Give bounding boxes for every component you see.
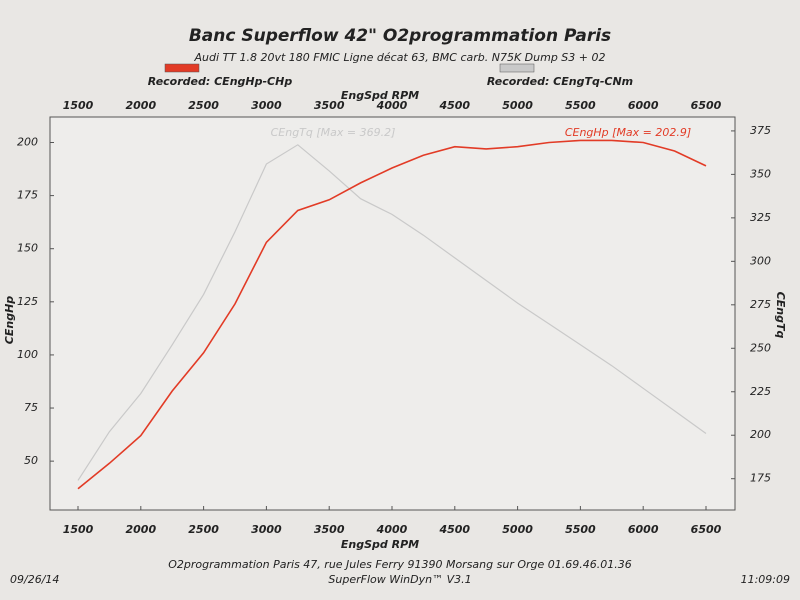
x-tick-label-top: 3000 [251, 99, 282, 112]
series-line [77, 139, 707, 490]
x-tick-label-bottom: 2500 [188, 523, 219, 536]
x-tick-label-bottom: 5500 [565, 523, 596, 536]
footer-software: SuperFlow WinDyn™ V3.1 [328, 573, 471, 586]
x-tick-label-top: 4500 [438, 99, 470, 112]
x-tick-label-bottom: 1500 [63, 523, 94, 536]
x-tick-label-top: 4000 [376, 99, 408, 112]
x-tick-label-top: 6000 [628, 99, 659, 112]
annotation: CEngTq [Max = 369.2] [271, 126, 396, 139]
y2-tick-label: 225 [750, 385, 771, 398]
y2-tick-label: 250 [750, 341, 771, 354]
y2-tick-label: 375 [750, 124, 771, 137]
y2-tick-label: 200 [750, 428, 771, 441]
footer-address: O2programmation Paris 47, rue Jules Ferr… [168, 558, 632, 571]
y2-axis-label: CEngTq [774, 292, 787, 339]
y2-tick-label: 350 [750, 167, 771, 180]
y-tick-label: 100 [17, 348, 38, 361]
x-tick-label-top: 2500 [188, 99, 219, 112]
x-tick-label-bottom: 6000 [628, 523, 659, 536]
legend-label: Recorded: CEngTq-CNm [487, 75, 633, 88]
y2-tick-label: 275 [750, 298, 771, 311]
y2-tick-label: 325 [750, 211, 771, 224]
y-tick-label: 150 [17, 242, 38, 255]
x-tick-label-bottom: 4000 [376, 523, 408, 536]
print-date: 09/26/14 [10, 573, 59, 586]
x-tick-label-top: 5000 [502, 99, 533, 112]
series-line [77, 144, 707, 481]
legend-swatch [164, 63, 200, 73]
y2-tick-label: 300 [750, 254, 771, 267]
x-tick-label-top: 2000 [125, 99, 156, 112]
x-tick-label-bottom: 2000 [125, 523, 156, 536]
x-tick-label-bottom: 4500 [438, 523, 470, 536]
x-tick-label-top: 1500 [63, 99, 94, 112]
x-axis-label-top: EngSpd RPM [341, 89, 419, 102]
y-tick-label: 175 [17, 189, 38, 202]
y-tick-label: 125 [17, 295, 38, 308]
x-tick-label-bottom: 3500 [314, 523, 345, 536]
x-tick-label-top: 5500 [565, 99, 596, 112]
chart-title: Banc Superflow 42" O2programmation Paris [189, 26, 611, 46]
y-tick-label: 200 [17, 135, 38, 148]
x-tick-label-top: 3500 [314, 99, 345, 112]
annotation: CEngHp [Max = 202.9] [565, 126, 691, 139]
y2-tick-label: 175 [750, 472, 771, 485]
chart-subtitle: Audi TT 1.8 20vt 180 FMIC Ligne décat 63… [193, 51, 605, 64]
legend-label: Recorded: CEngHp-CHp [148, 75, 293, 88]
print-time: 11:09:09 [741, 573, 790, 586]
x-tick-label-bottom: 6500 [691, 523, 722, 536]
y-tick-label: 50 [24, 454, 38, 467]
y-axis-label: CEngHp [3, 296, 16, 344]
x-axis-label-bottom: EngSpd RPM [341, 538, 419, 551]
x-tick-label-bottom: 5000 [502, 523, 533, 536]
y-tick-label: 75 [24, 401, 38, 414]
x-tick-label-bottom: 3000 [251, 523, 282, 536]
x-tick-label-top: 6500 [691, 99, 722, 112]
plot-area [49, 116, 736, 511]
legend-swatch [499, 63, 535, 73]
